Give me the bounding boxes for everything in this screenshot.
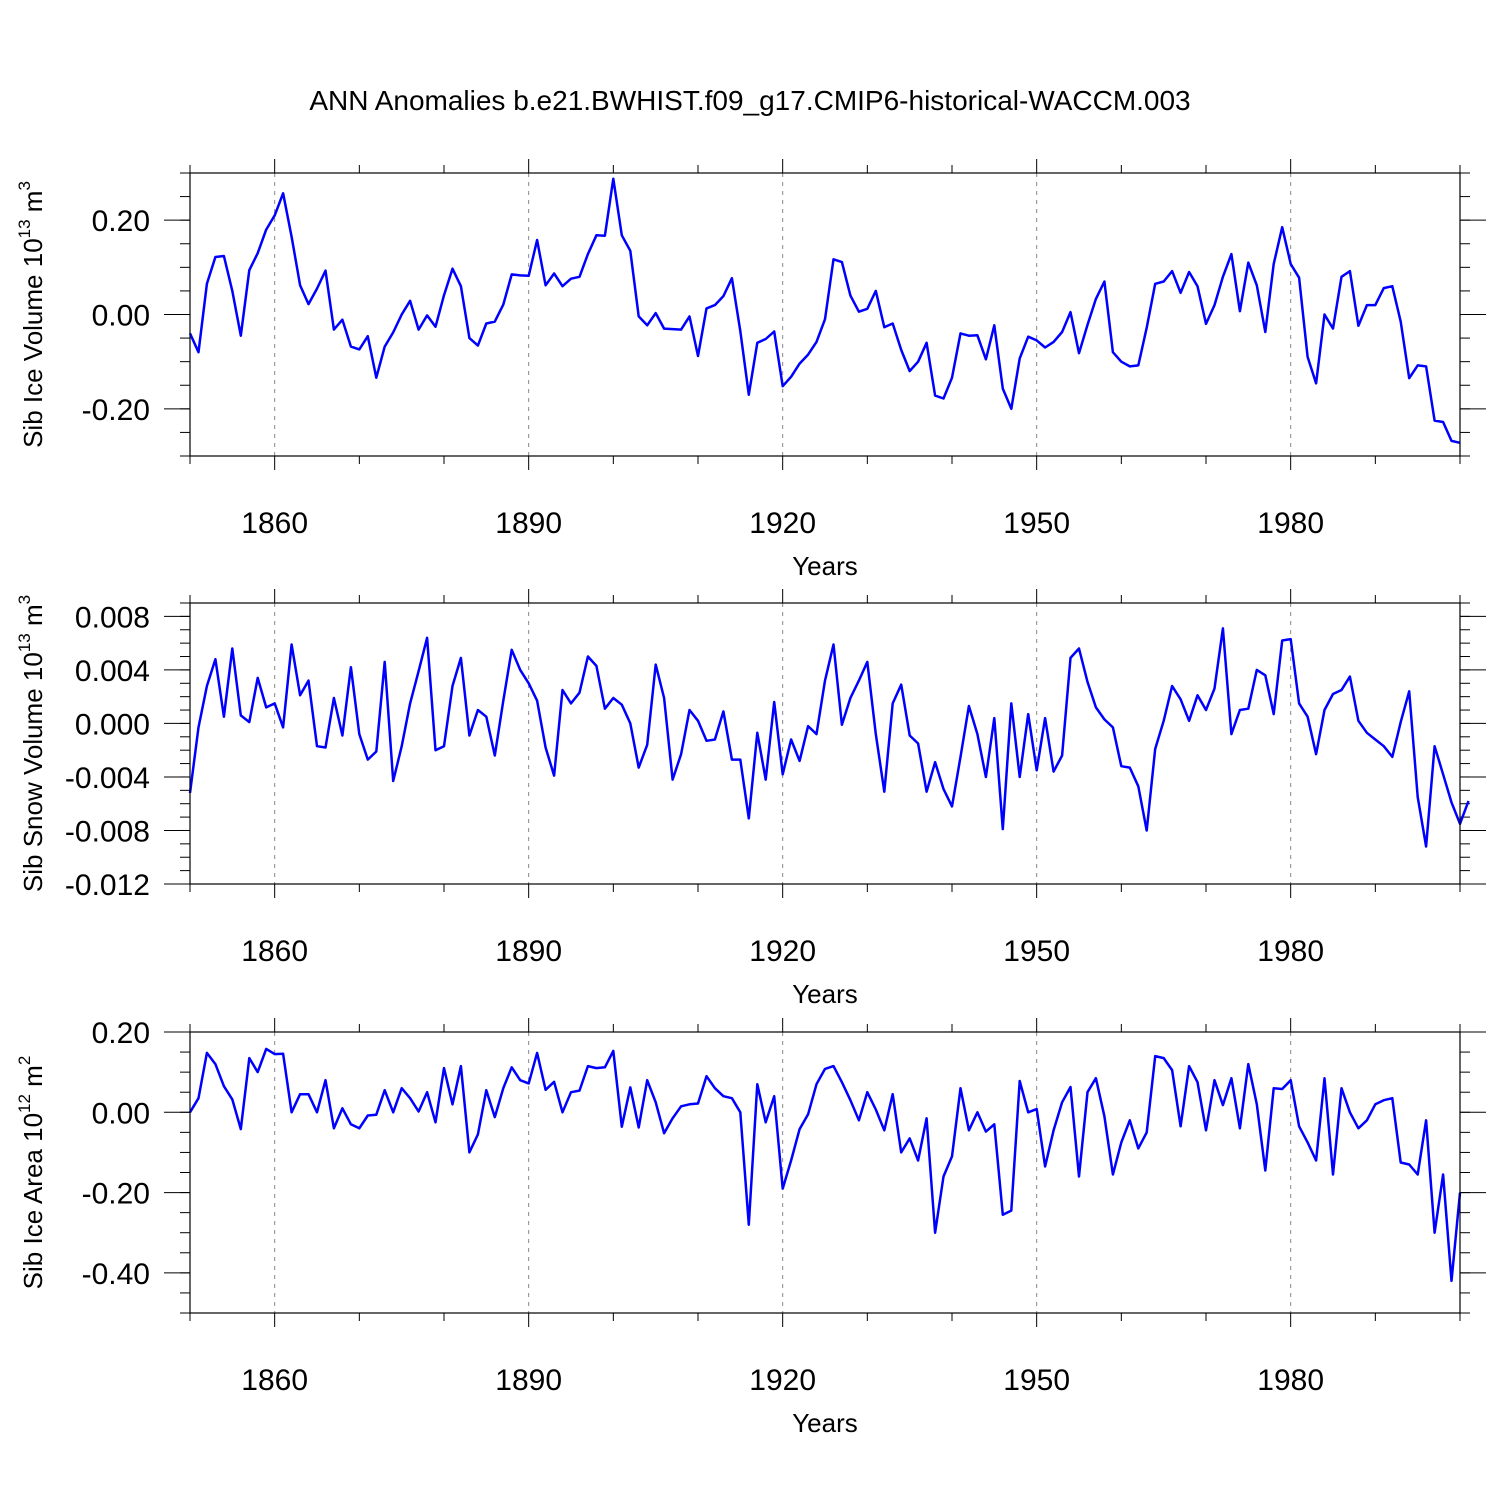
y-axis-title-part: Sib Snow Volume 10 [18,652,48,892]
y-axis-title-superscript: 3 [15,181,34,190]
y-axis-title-part: Sib Ice Area 10 [18,1113,48,1289]
y-tick-label: 0.00 [92,1097,150,1130]
panel-1: 0.20 0.00 -0.20 1860 1890 1920 1950 1980 Years Si… [15,159,1486,581]
panels: 0.20 0.00 -0.20 1860 1890 1920 1950 1980 Years Si… [15,159,1486,1438]
chart-title: ANN Anomalies b.e21.BWHIST.f09_g17.CMIP6… [309,85,1190,116]
x-axis-title: Years [792,551,858,581]
x-axis-title: Years [792,979,858,1009]
x-tick-label: 1860 [241,507,308,540]
x-tick-label: 1920 [749,1364,816,1397]
panel-3: 0.20 0.00 -0.20 -0.40 1860 1890 1920 1950 1980 Ye… [15,1017,1486,1438]
x-tick-label: 1920 [749,507,816,540]
x-tick-label: 1920 [749,935,816,968]
y-tick-label: 0.008 [75,601,150,634]
y-tick-label: -0.004 [65,762,150,795]
y-tick-label: -0.20 [82,1178,150,1211]
x-axis-title: Years [792,1408,858,1438]
x-tick-label: 1950 [1003,935,1070,968]
x-tick-label: 1950 [1003,507,1070,540]
y-axis-title: Sib Ice Volume 1013 m3 [15,181,48,448]
y-axis-title-part: m [18,191,48,220]
y-axis-title-part: m [18,604,48,633]
plot-frame [189,602,1461,885]
y-tick-label: -0.008 [65,815,150,848]
y-axis-title: Sib Snow Volume 1013 m3 [15,595,48,892]
plot-frame [189,1031,1461,1314]
y-axis-title-superscript: 2 [15,1056,34,1065]
x-tick-label: 1950 [1003,1364,1070,1397]
x-tick-label: 1980 [1257,1364,1324,1397]
y-tick-label: 0.004 [75,655,150,688]
y-tick-label: -0.012 [65,869,150,902]
y-axis-title-superscript: 12 [15,1094,34,1113]
x-tick-label: 1860 [241,1364,308,1397]
y-tick-label: 0.000 [75,708,150,741]
series-line [188,177,1461,445]
y-axis-title-superscript: 13 [15,633,34,652]
y-axis-title-superscript: 13 [15,219,34,238]
panel-2: 0.008 0.004 0.000 -0.004 -0.008 -0.012 1860 189… [15,589,1486,1009]
x-tick-label: 1890 [495,507,562,540]
y-tick-label: -0.40 [82,1258,150,1291]
x-tick-label: 1890 [495,1364,562,1397]
x-tick-label: 1890 [495,935,562,968]
plot-frame [189,172,1461,457]
y-axis-title: Sib Ice Area 1012 m2 [15,1056,48,1290]
y-tick-label: -0.20 [82,394,150,427]
y-tick-label: 0.20 [92,1017,150,1050]
y-axis-title-part: m [18,1065,48,1094]
x-tick-label: 1980 [1257,507,1324,540]
series-line [188,627,1470,848]
y-tick-label: 0.00 [92,300,150,333]
x-tick-label: 1980 [1257,935,1324,968]
y-axis-title-superscript: 3 [15,595,34,604]
series-line [188,1047,1462,1283]
y-axis-title-part: Sib Ice Volume 10 [18,238,48,448]
x-tick-label: 1860 [241,935,308,968]
y-tick-label: 0.20 [92,205,150,238]
